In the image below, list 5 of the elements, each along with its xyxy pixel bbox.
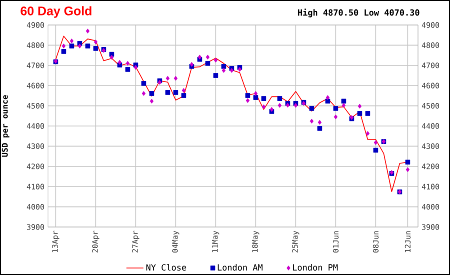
chart-title: 60 Day Gold bbox=[20, 6, 92, 18]
chart-subtitle: High 4870.50 Low 4070.30 bbox=[298, 8, 420, 18]
legend-label: London PM bbox=[293, 264, 338, 271]
legend-label: London AM bbox=[218, 264, 262, 271]
legend-label: NY Close bbox=[146, 264, 186, 271]
